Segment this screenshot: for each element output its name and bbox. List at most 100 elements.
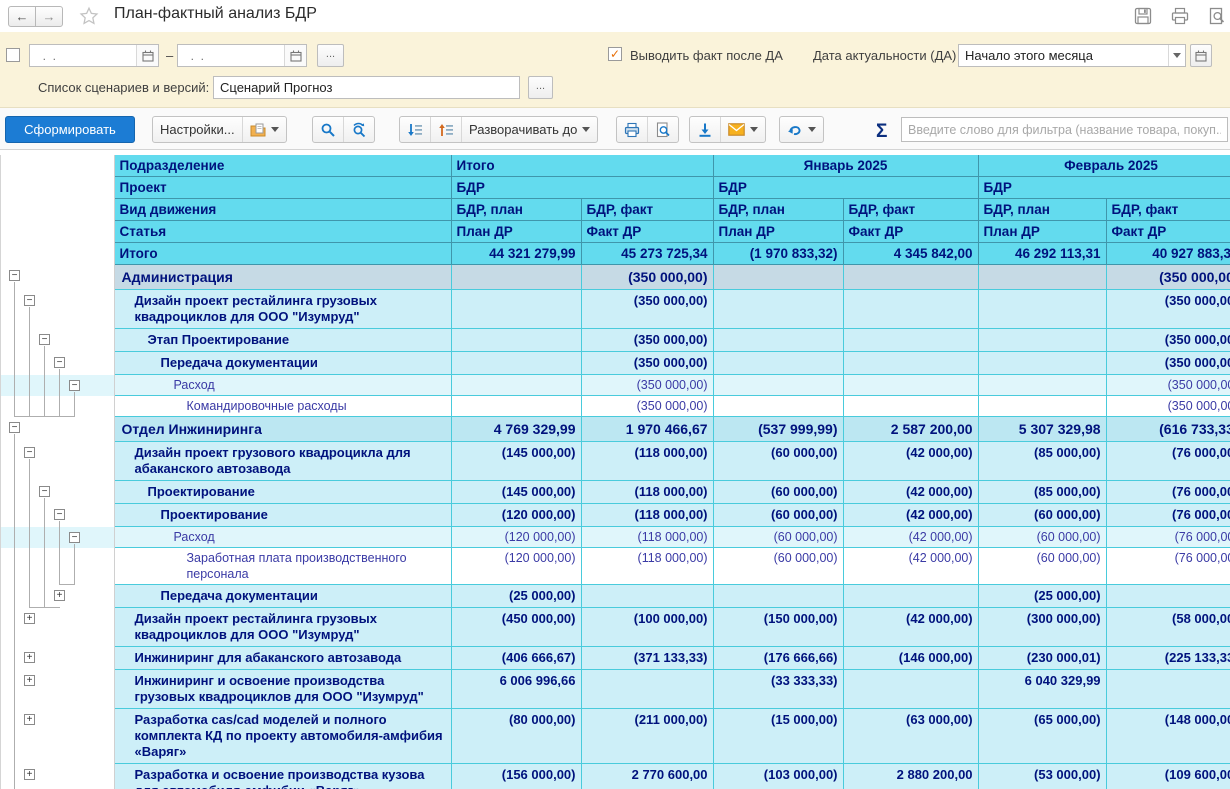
movement-cell[interactable]: БДР, план <box>978 199 1106 221</box>
cell-value[interactable]: (371 133,33) <box>581 647 713 670</box>
total-value[interactable]: 46 292 113,31 <box>978 243 1106 265</box>
cell-value[interactable]: (150 000,00) <box>713 608 843 647</box>
article-cell[interactable]: Факт ДР <box>843 221 978 243</box>
article-cell[interactable]: План ДР <box>713 221 843 243</box>
scenario-more-button[interactable]: ... <box>528 76 553 99</box>
collapse-minus-icon[interactable]: − <box>9 270 20 281</box>
cell-value[interactable] <box>713 290 843 329</box>
cell-value[interactable]: (76 000,00) <box>1106 442 1230 481</box>
cell-value[interactable] <box>713 352 843 375</box>
actuality-combo[interactable]: Начало этого месяца <box>958 44 1186 67</box>
cell-value[interactable]: (76 000,00) <box>1106 527 1230 548</box>
calendar-icon[interactable] <box>284 45 306 66</box>
cell-value[interactable] <box>451 329 581 352</box>
collapse-minus-icon[interactable]: − <box>24 447 35 458</box>
cell-value[interactable]: (76 000,00) <box>1106 504 1230 527</box>
cell-value[interactable]: (76 000,00) <box>1106 548 1230 585</box>
cell-value[interactable]: (42 000,00) <box>843 608 978 647</box>
cell-value[interactable]: 5 307 329,98 <box>978 417 1106 442</box>
generate-button[interactable]: Сформировать <box>5 116 135 143</box>
cell-value[interactable]: (25 000,00) <box>451 585 581 608</box>
row-label[interactable]: Расход <box>114 375 451 396</box>
cell-value[interactable]: (85 000,00) <box>978 481 1106 504</box>
column-group-february[interactable]: Февраль 2025 <box>978 155 1230 177</box>
period-more-button[interactable]: ... <box>317 44 344 67</box>
expand-plus-icon[interactable]: + <box>54 590 65 601</box>
row-label[interactable]: Дизайн проект грузового квадроцикла для … <box>114 442 451 481</box>
report-variants-button[interactable] <box>243 117 286 142</box>
expand-plus-icon[interactable]: + <box>24 652 35 663</box>
cell-value[interactable]: (350 000,00) <box>581 290 713 329</box>
row-label[interactable]: Передача документации <box>114 352 451 375</box>
favorite-star-icon[interactable] <box>78 5 100 27</box>
send-email-button[interactable] <box>721 117 765 142</box>
cell-value[interactable]: (450 000,00) <box>451 608 581 647</box>
cell-value[interactable]: 2 587 200,00 <box>843 417 978 442</box>
cell-value[interactable] <box>713 396 843 417</box>
cell-value[interactable] <box>843 329 978 352</box>
row-label[interactable]: Заработная плата производственного персо… <box>114 548 451 585</box>
cell-value[interactable] <box>451 290 581 329</box>
preview-icon[interactable] <box>1208 7 1226 25</box>
cell-value[interactable] <box>843 670 978 709</box>
expand-plus-icon[interactable]: + <box>24 769 35 780</box>
cell-value[interactable]: (60 000,00) <box>713 504 843 527</box>
cell-value[interactable]: (176 666,66) <box>713 647 843 670</box>
article-cell[interactable]: План ДР <box>978 221 1106 243</box>
article-cell[interactable]: План ДР <box>451 221 581 243</box>
save-icon[interactable] <box>1134 7 1152 25</box>
row-label[interactable]: Инжиниринг для абаканского автозавода <box>114 647 451 670</box>
show-fact-label[interactable]: Выводить факт после ДА <box>630 48 783 63</box>
cell-value[interactable]: (350 000,00) <box>581 265 713 290</box>
cell-value[interactable]: (53 000,00) <box>978 764 1106 789</box>
cell-value[interactable]: (60 000,00) <box>713 442 843 481</box>
cell-value[interactable]: (350 000,00) <box>581 396 713 417</box>
article-cell[interactable]: Факт ДР <box>581 221 713 243</box>
cell-value[interactable]: (42 000,00) <box>843 504 978 527</box>
cell-value[interactable]: (63 000,00) <box>843 709 978 764</box>
project-cell[interactable]: БДР <box>451 177 713 199</box>
cell-value[interactable]: (146 000,00) <box>843 647 978 670</box>
corner-label[interactable]: Подразделение <box>114 155 451 177</box>
collapse-minus-icon[interactable]: − <box>39 334 50 345</box>
sum-sigma-icon[interactable]: Σ <box>876 121 887 143</box>
cell-value[interactable]: (120 000,00) <box>451 527 581 548</box>
cell-value[interactable]: (118 000,00) <box>581 527 713 548</box>
cell-value[interactable] <box>1106 670 1230 709</box>
cell-value[interactable]: (109 600,00) <box>1106 764 1230 789</box>
cell-value[interactable]: (350 000,00) <box>581 352 713 375</box>
cell-value[interactable]: (406 666,67) <box>451 647 581 670</box>
movement-cell[interactable]: БДР, факт <box>581 199 713 221</box>
row-label[interactable]: Разработка cas/cad моделей и полного ком… <box>114 709 451 764</box>
corner-label[interactable]: Проект <box>114 177 451 199</box>
cell-value[interactable]: (145 000,00) <box>451 442 581 481</box>
cell-value[interactable]: (42 000,00) <box>843 527 978 548</box>
cell-value[interactable]: (350 000,00) <box>1106 329 1230 352</box>
corner-label[interactable]: Статья <box>114 221 451 243</box>
row-label[interactable]: Отдел Инжиниринга <box>114 417 451 442</box>
actuality-calendar-button[interactable] <box>1190 44 1212 67</box>
cell-value[interactable]: (616 733,33) <box>1106 417 1230 442</box>
forward-button[interactable]: → <box>35 6 63 27</box>
cell-value[interactable]: (76 000,00) <box>1106 481 1230 504</box>
cell-value[interactable]: (58 000,00) <box>1106 608 1230 647</box>
collapse-minus-icon[interactable]: − <box>69 380 80 391</box>
cell-value[interactable]: (60 000,00) <box>713 481 843 504</box>
cell-value[interactable]: (118 000,00) <box>581 481 713 504</box>
collapse-minus-icon[interactable]: − <box>69 532 80 543</box>
settings-button[interactable]: Настройки... <box>153 117 243 142</box>
cell-value[interactable]: 6 040 329,99 <box>978 670 1106 709</box>
cell-value[interactable]: (350 000,00) <box>1106 290 1230 329</box>
date-to-field[interactable]: . . <box>177 44 307 67</box>
cancel-search-button[interactable] <box>344 117 374 142</box>
cell-value[interactable] <box>1106 585 1230 608</box>
cell-value[interactable]: (118 000,00) <box>581 442 713 481</box>
cell-value[interactable]: (350 000,00) <box>1106 265 1230 290</box>
cell-value[interactable]: 2 770 600,00 <box>581 764 713 789</box>
cell-value[interactable]: (60 000,00) <box>978 548 1106 585</box>
collapse-minus-icon[interactable]: − <box>39 486 50 497</box>
cell-value[interactable]: (148 000,00) <box>1106 709 1230 764</box>
movement-cell[interactable]: БДР, факт <box>843 199 978 221</box>
row-label[interactable]: Этап Проектирование <box>114 329 451 352</box>
cell-value[interactable]: (156 000,00) <box>451 764 581 789</box>
